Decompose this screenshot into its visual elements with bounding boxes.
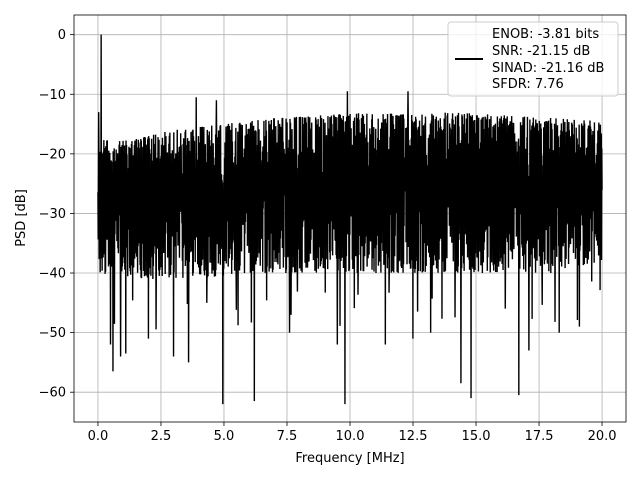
y-tick-label: −60 bbox=[39, 386, 66, 401]
legend-line-4: SFDR: 7.76 bbox=[492, 77, 564, 92]
legend: ENOB: -3.81 bits SNR: -21.15 dB SINAD: -… bbox=[447, 21, 619, 97]
x-tick-label: 2.5 bbox=[151, 429, 172, 444]
legend-line-3: SINAD: -21.16 dB bbox=[492, 61, 604, 76]
y-axis-ticks: 0 −10 −20 −30 −40 −50 −60 bbox=[39, 28, 74, 401]
x-tick-label: 15.0 bbox=[462, 429, 491, 444]
legend-line-2: SNR: -21.15 dB bbox=[492, 44, 590, 59]
legend-line-1: ENOB: -3.81 bits bbox=[492, 27, 599, 42]
y-tick-label: −40 bbox=[39, 267, 66, 282]
y-tick-label: 0 bbox=[58, 28, 66, 43]
x-tick-label: 12.5 bbox=[399, 429, 428, 444]
y-tick-label: −10 bbox=[39, 88, 66, 103]
legend-box bbox=[447, 21, 619, 97]
x-axis-ticks: 0.0 2.5 5.0 7.5 10.0 12.5 15.0 17.5 20.0 bbox=[88, 422, 617, 444]
x-tick-label: 17.5 bbox=[525, 429, 554, 444]
y-tick-label: −50 bbox=[39, 326, 66, 341]
x-tick-label: 20.0 bbox=[588, 429, 617, 444]
x-tick-label: 7.5 bbox=[277, 429, 298, 444]
data-layer bbox=[97, 34, 603, 405]
x-tick-label: 0.0 bbox=[88, 429, 109, 444]
x-axis-label: Frequency [MHz] bbox=[295, 451, 404, 466]
y-axis-label: PSD [dB] bbox=[14, 189, 29, 247]
x-tick-label: 10.0 bbox=[336, 429, 365, 444]
psd-series-line bbox=[97, 34, 603, 405]
y-tick-label: −20 bbox=[39, 147, 66, 162]
x-tick-label: 5.0 bbox=[214, 429, 235, 444]
y-tick-label: −30 bbox=[39, 207, 66, 222]
